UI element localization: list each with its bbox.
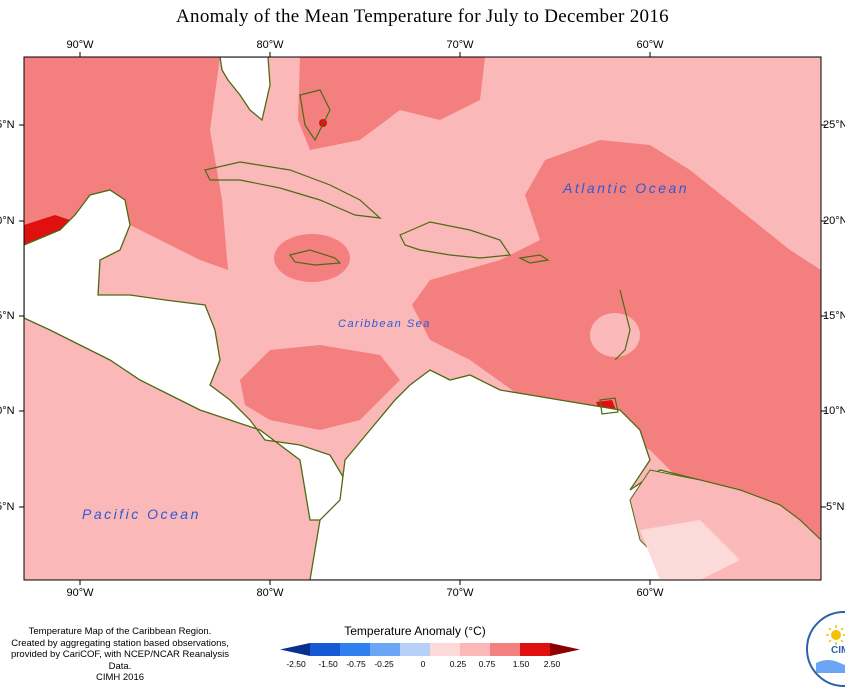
land-central-america [24, 189, 346, 521]
credit-line: CIMH 2016 [95, 672, 145, 683]
credit-line: Created by aggregating station based obs… [11, 637, 229, 649]
legend-tick: -1.50 [318, 659, 338, 669]
legend-tick: 0.25 [449, 659, 467, 669]
legend-tick: -2.50 [286, 659, 306, 669]
anomaly-patch-atlantic [412, 140, 821, 580]
lat-label-left-10n: 10°N [0, 405, 15, 417]
land-florida [219, 57, 271, 122]
lon-label-bottom-60w: 60°W [636, 587, 664, 599]
island-bahamas [299, 89, 331, 142]
legend-tick: 0.75 [478, 659, 496, 669]
land-guianas-cool [640, 520, 740, 580]
island-jamaica [288, 249, 342, 266]
island-trinidad [599, 397, 619, 415]
lat-label-right-15n: 15°N [823, 310, 845, 322]
lon-label-top-60w: 60°W [636, 39, 664, 51]
lat-label-left-5n: 5°N [0, 501, 15, 513]
legend-tick: 2.50 [543, 659, 561, 669]
lat-label-right-20n: 20°N [823, 215, 845, 227]
logo-text: CIMH [831, 645, 845, 656]
island-puerto-rico [518, 254, 550, 264]
legend-tick: 1.50 [512, 659, 530, 669]
sun-icon [816, 625, 845, 673]
lat-label-right-10n: 10°N [823, 405, 845, 417]
legend-tick: -0.75 [346, 659, 366, 669]
label-pacific-ocean: Pacific Ocean [82, 506, 201, 522]
anomaly-patch-southwest [240, 345, 400, 430]
lon-label-bottom-70w: 70°W [446, 587, 474, 599]
lat-label-left-15n: 15°N [0, 310, 15, 322]
island-hispaniola [399, 221, 512, 259]
label-atlantic-ocean: Atlantic Ocean [563, 180, 690, 196]
legend-title: Temperature Anomaly (°C) [344, 624, 486, 638]
credit-line: Temperature Map of the Caribbean Region. [28, 626, 212, 637]
lon-label-bottom-80w: 80°W [256, 587, 284, 599]
lon-label-bottom-90w: 90°W [66, 587, 94, 599]
anomaly-patch-jamaica [274, 234, 350, 282]
map-title: Anomaly of the Mean Temperature for July… [176, 6, 669, 27]
lon-label-top-80w: 80°W [256, 39, 284, 51]
legend-tick: 0 [420, 659, 426, 669]
island-lesser-antilles [614, 289, 631, 361]
island-cuba [204, 161, 382, 219]
map-credits: Temperature Map of the Caribbean Region.… [0, 626, 240, 684]
label-caribbean-sea: Caribbean Sea [338, 318, 431, 330]
lat-label-right-25n: 25°N [823, 119, 845, 131]
credit-line: provided by CariCOF, with NCEP/NCAR Rean… [10, 649, 230, 672]
lat-label-left-20n: 20°N [0, 215, 15, 227]
lon-label-top-70w: 70°W [446, 39, 474, 51]
lon-label-top-90w: 90°W [66, 39, 94, 51]
lat-label-right-5n: 5°N [826, 501, 845, 513]
legend-tick: -0.25 [374, 659, 394, 669]
anomaly-patch-lesser-antilles [590, 313, 640, 357]
lat-label-left-25n: 25°N [0, 119, 15, 131]
anomaly-patch-bahamas [298, 57, 485, 150]
map-frame [23, 56, 822, 581]
